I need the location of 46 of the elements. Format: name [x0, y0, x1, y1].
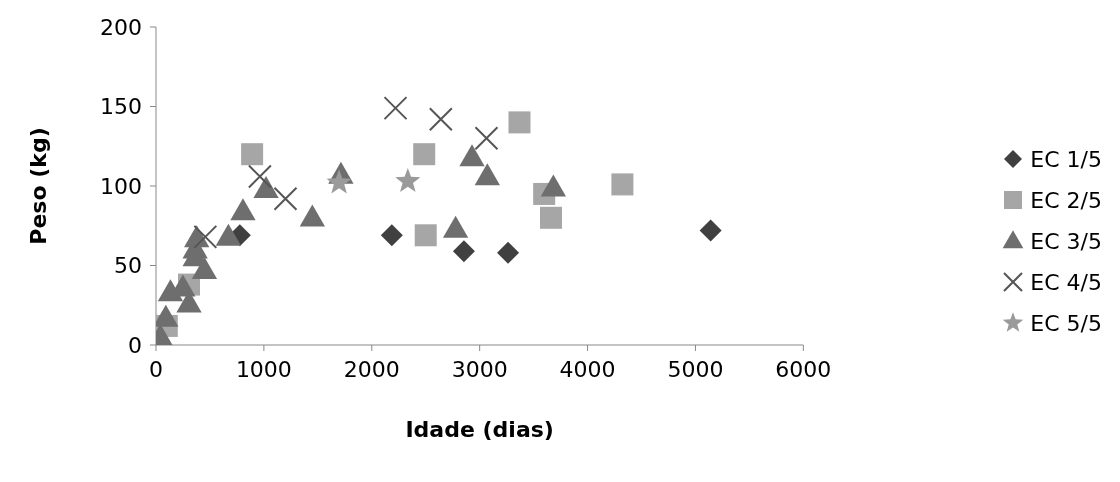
- point: [474, 126, 499, 151]
- point: [380, 224, 403, 247]
- point: [497, 241, 520, 264]
- point: [193, 224, 218, 249]
- point: [699, 219, 722, 242]
- x-tick-label: 0: [149, 356, 163, 382]
- x-tick-label: 5000: [667, 356, 724, 382]
- x-tick-label: 6000: [775, 356, 832, 382]
- legend-label: EC 5/5: [1030, 310, 1102, 336]
- point: [299, 204, 325, 227]
- y-axis-title: Peso (kg): [25, 127, 51, 245]
- y-tick-label: 100: [100, 173, 142, 199]
- point: [413, 143, 436, 166]
- point: [442, 215, 469, 238]
- point: [241, 143, 264, 166]
- y-tick-label: 200: [100, 14, 142, 40]
- point: [273, 186, 298, 211]
- point: [326, 169, 352, 194]
- x-tick-label: 2000: [343, 356, 400, 382]
- point: [539, 206, 562, 229]
- point: [253, 175, 279, 198]
- point: [230, 198, 256, 221]
- point: [474, 163, 500, 186]
- point: [508, 111, 531, 134]
- legend-label: EC 2/5: [1030, 187, 1102, 213]
- point: [611, 173, 634, 196]
- y-tick-label: 50: [114, 253, 142, 279]
- y-tick-label: 150: [100, 94, 142, 120]
- point: [414, 224, 437, 247]
- point: [191, 257, 218, 280]
- x-tick-label: 1000: [235, 356, 292, 382]
- x-tick-label: 4000: [559, 356, 616, 382]
- point: [428, 107, 453, 132]
- x-tick-label: 3000: [451, 356, 508, 382]
- point: [215, 223, 242, 246]
- x-axis-title: Idade (dias): [405, 417, 554, 442]
- legend-label: EC 3/5: [1030, 228, 1102, 254]
- point: [247, 164, 272, 189]
- y-tick-label: 0: [128, 332, 142, 358]
- point: [540, 174, 566, 197]
- point: [383, 96, 408, 121]
- legend-label: EC 4/5: [1030, 269, 1102, 295]
- point: [395, 168, 421, 192]
- point: [452, 240, 475, 263]
- point: [459, 144, 485, 167]
- legend-label: EC 1/5: [1030, 146, 1102, 172]
